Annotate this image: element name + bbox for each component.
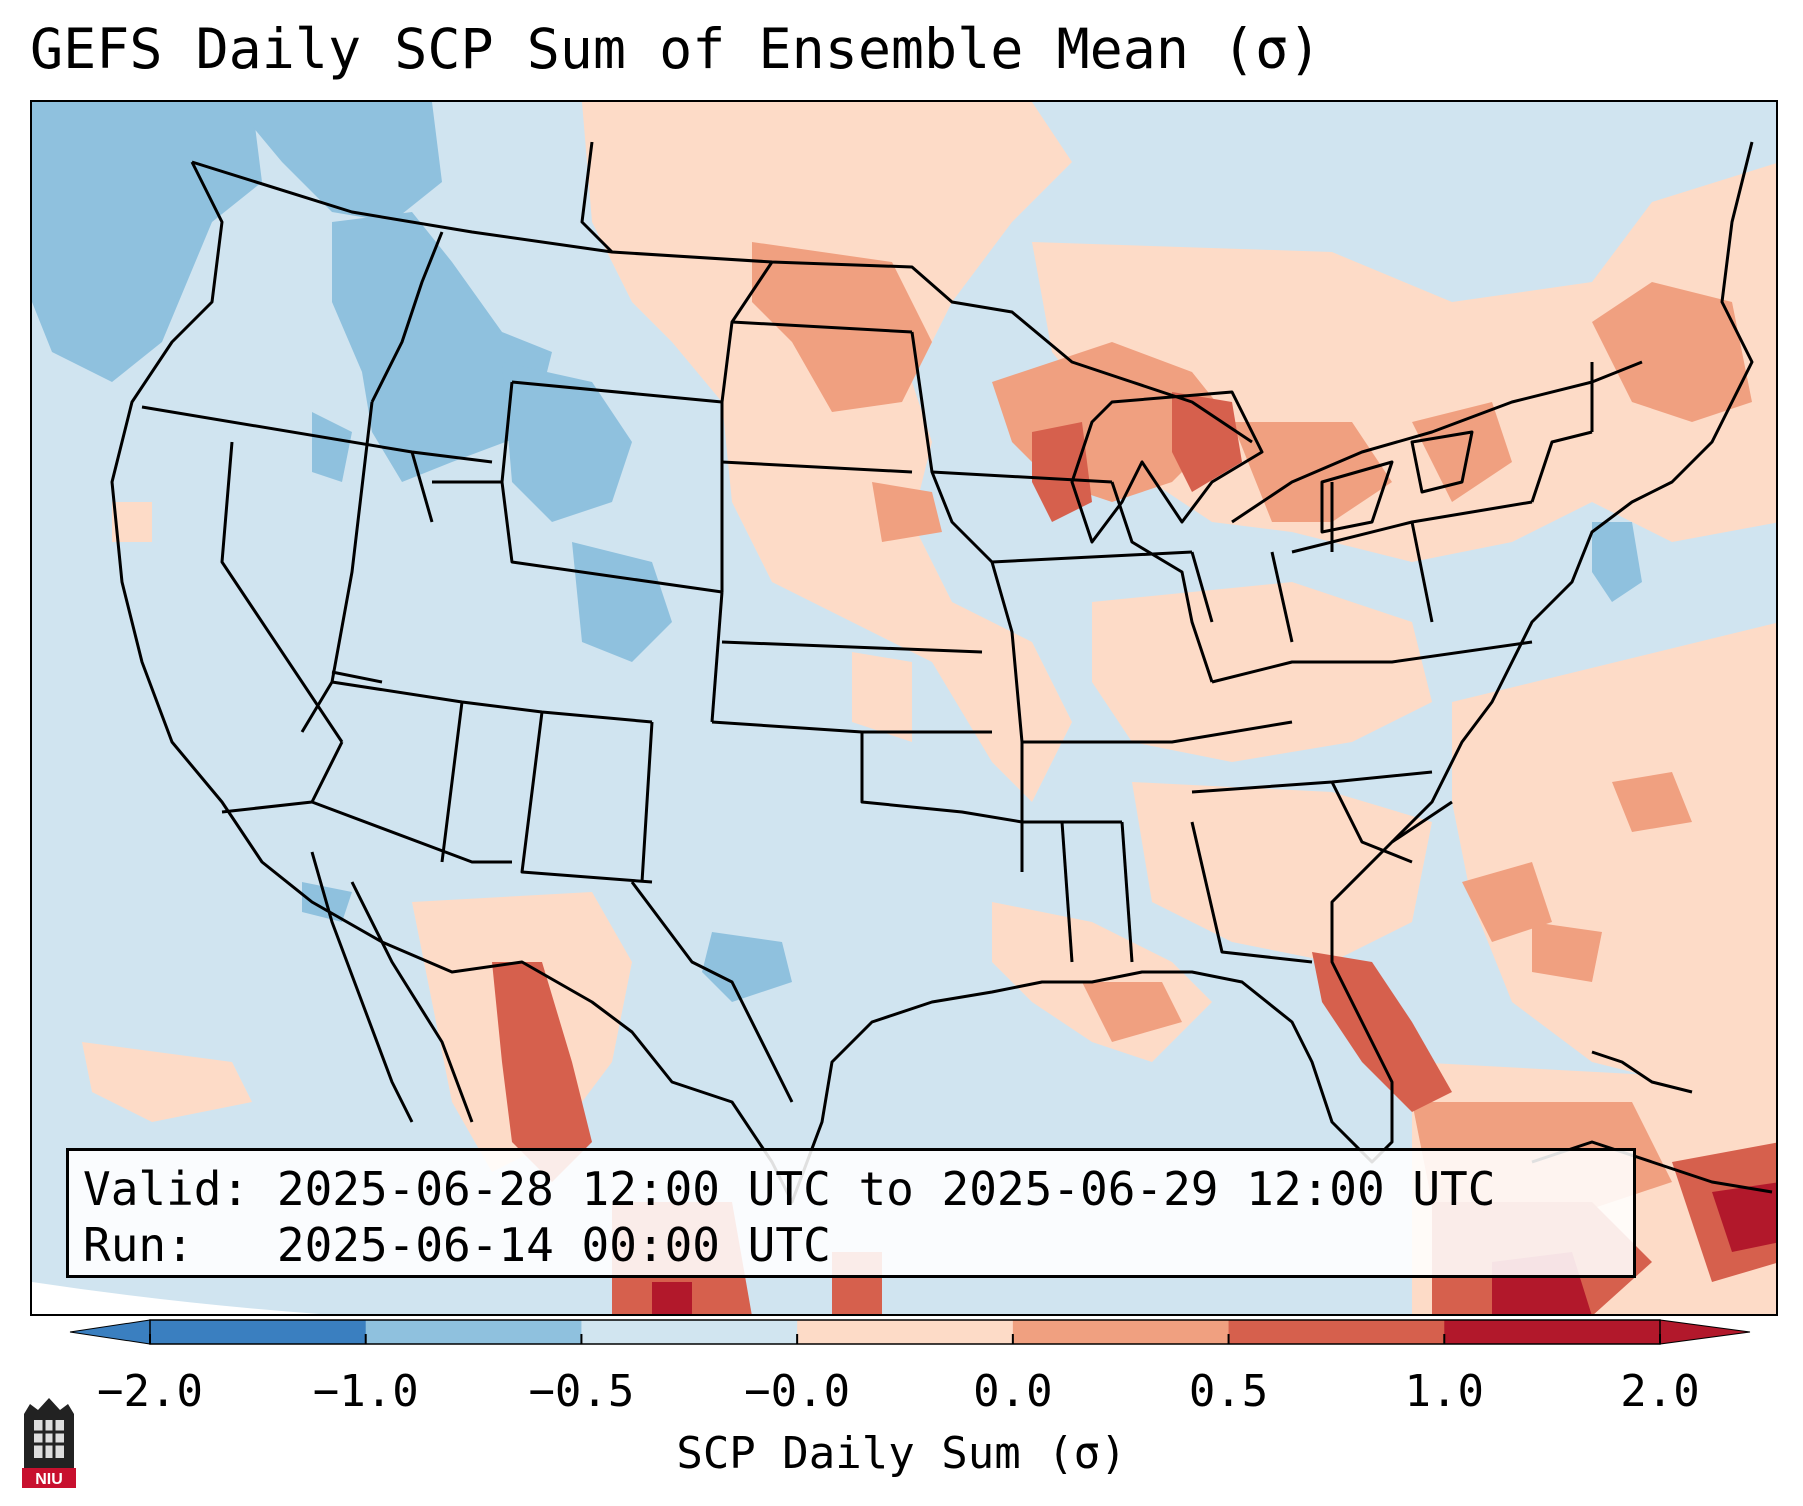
colorbar-tick-label: −2.0 — [97, 1366, 203, 1417]
colorbar-extend-high — [1659, 1319, 1751, 1345]
colorbar-tick-label: −0.0 — [744, 1366, 851, 1417]
colorbar-tick-label: 2.0 — [1620, 1366, 1700, 1417]
state-borders — [110, 141, 1773, 1204]
valid-value: 2025-06-28 12:00 UTC to 2025-06-29 12:00… — [276, 1162, 1496, 1216]
colorbar-segment — [1012, 1320, 1230, 1344]
colorbar-label: SCP Daily Sum (σ) — [676, 1428, 1127, 1479]
colorbar-tick-label: −0.5 — [528, 1366, 635, 1417]
scp-map — [32, 102, 1776, 1314]
run-value: 2025-06-14 00:00 UTC — [276, 1218, 831, 1272]
negative-anomaly-areas — [32, 102, 1642, 1002]
colorbar-segment — [1228, 1320, 1445, 1344]
colorbar-segment — [1444, 1320, 1661, 1344]
colorbar — [69, 1319, 1751, 1345]
page-title: GEFS Daily SCP Sum of Ensemble Mean (σ) — [30, 17, 1322, 81]
colorbar-tick-label: 0.0 — [973, 1366, 1053, 1417]
valid-run-info-box: Valid: 2025-06-28 12:00 UTC to 2025-06-2… — [66, 1148, 1636, 1278]
logo-text: NIU — [35, 1471, 63, 1488]
colorbar-extend-low — [69, 1319, 151, 1345]
colorbar-tick-label: −1.0 — [312, 1366, 419, 1417]
niu-logo-icon: NIU — [22, 1398, 76, 1488]
map-panel — [30, 100, 1778, 1316]
colorbar-segment — [581, 1320, 798, 1344]
domain-edge-lower-left — [32, 1282, 320, 1314]
colorbar-segment — [365, 1320, 582, 1344]
colorbar-tick-label: 1.0 — [1404, 1366, 1485, 1417]
colorbar-segment — [150, 1320, 367, 1344]
valid-label: Valid: — [83, 1162, 250, 1216]
colorbar-segment — [797, 1320, 1014, 1344]
colorbar-tick-label: 0.5 — [1188, 1366, 1269, 1417]
run-label: Run: — [83, 1218, 194, 1272]
